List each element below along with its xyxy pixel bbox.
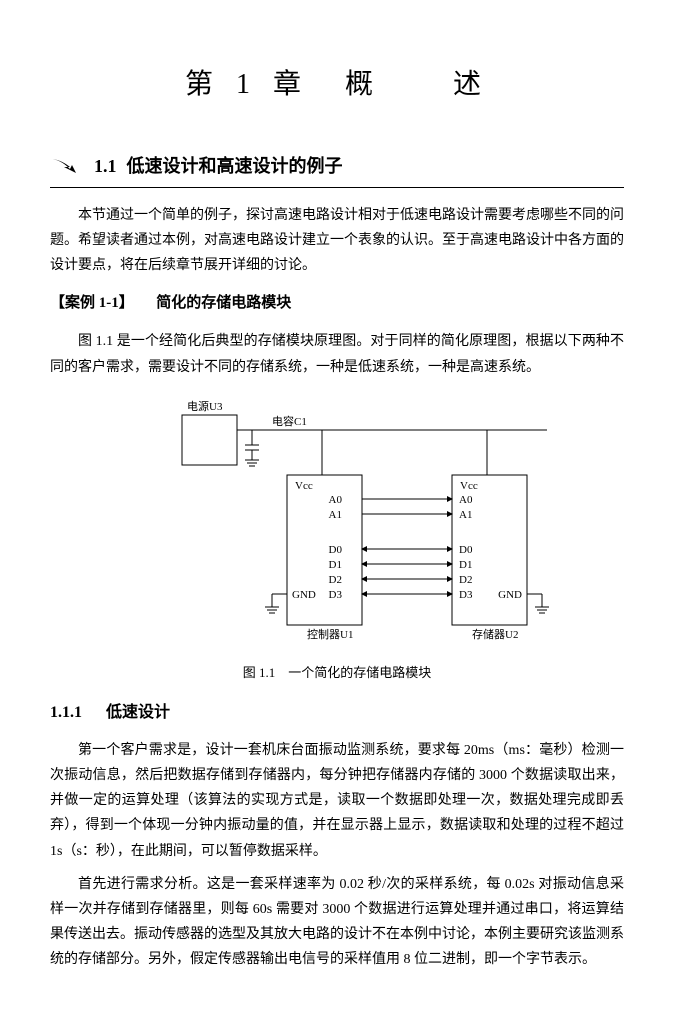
subsection-header: 1.1.1 低速设计 bbox=[50, 699, 624, 728]
label-controller: 控制器U1 bbox=[307, 627, 353, 641]
label-capacitor: 电容C1 bbox=[272, 414, 307, 428]
label-d2-l: D2 bbox=[329, 574, 342, 586]
label-d0-r: D0 bbox=[459, 544, 473, 556]
label-vcc-left: Vcc bbox=[295, 480, 313, 492]
paragraph-intro: 本节通过一个简单的例子，探讨高速电路设计相对于低速电路设计需要考虑哪些不同的问题… bbox=[50, 203, 624, 279]
label-a0-r: A0 bbox=[459, 494, 473, 506]
label-d3-r: D3 bbox=[459, 589, 473, 601]
case-label: 【案例 1-1】 简化的存储电路模块 bbox=[50, 290, 624, 317]
paragraph-case-desc: 图 1.1 是一个经简化后典型的存储模块原理图。对于同样的简化原理图，根据以下两… bbox=[50, 329, 624, 379]
label-d2-r: D2 bbox=[459, 574, 472, 586]
label-a1-l: A1 bbox=[329, 509, 342, 521]
label-a1-r: A1 bbox=[459, 509, 472, 521]
section-header: 1.1 低速设计和高速设计的例子 bbox=[50, 150, 624, 187]
label-d0-l: D0 bbox=[329, 544, 343, 556]
paragraph-requirement: 第一个客户需求是，设计一套机床台面振动监测系统，要求每 20ms（ms：毫秒）检… bbox=[50, 738, 624, 864]
case-number: 【案例 1-1】 bbox=[50, 295, 134, 311]
label-memory: 存储器U2 bbox=[472, 627, 518, 641]
label-gnd-left: GND bbox=[292, 589, 316, 601]
label-a0-l: A0 bbox=[329, 494, 343, 506]
subsection-title: 低速设计 bbox=[106, 704, 170, 721]
label-d1-l: D1 bbox=[329, 559, 342, 571]
figure-1-1: 电源U3 电容C1 Vcc A0 A1 D0 D1 D2 D3 GND 控制器U… bbox=[97, 395, 577, 684]
label-gnd-right: GND bbox=[498, 589, 522, 601]
label-power: 电源U3 bbox=[187, 399, 223, 413]
arrow-icon bbox=[50, 157, 86, 177]
paragraph-analysis: 首先进行需求分析。这是一套采样速率为 0.02 秒/次的采样系统，每 0.02s… bbox=[50, 872, 624, 973]
label-vcc-right: Vcc bbox=[460, 480, 478, 492]
section-title: 低速设计和高速设计的例子 bbox=[127, 150, 343, 182]
label-d1-r: D1 bbox=[459, 559, 472, 571]
chapter-title: 第 1 章 概 述 bbox=[50, 60, 624, 110]
label-d3-l: D3 bbox=[329, 589, 343, 601]
case-title: 简化的存储电路模块 bbox=[156, 295, 291, 311]
figure-caption: 图 1.1 一个简化的存储电路模块 bbox=[97, 661, 577, 684]
section-number: 1.1 bbox=[94, 150, 117, 182]
subsection-number: 1.1.1 bbox=[50, 704, 82, 721]
